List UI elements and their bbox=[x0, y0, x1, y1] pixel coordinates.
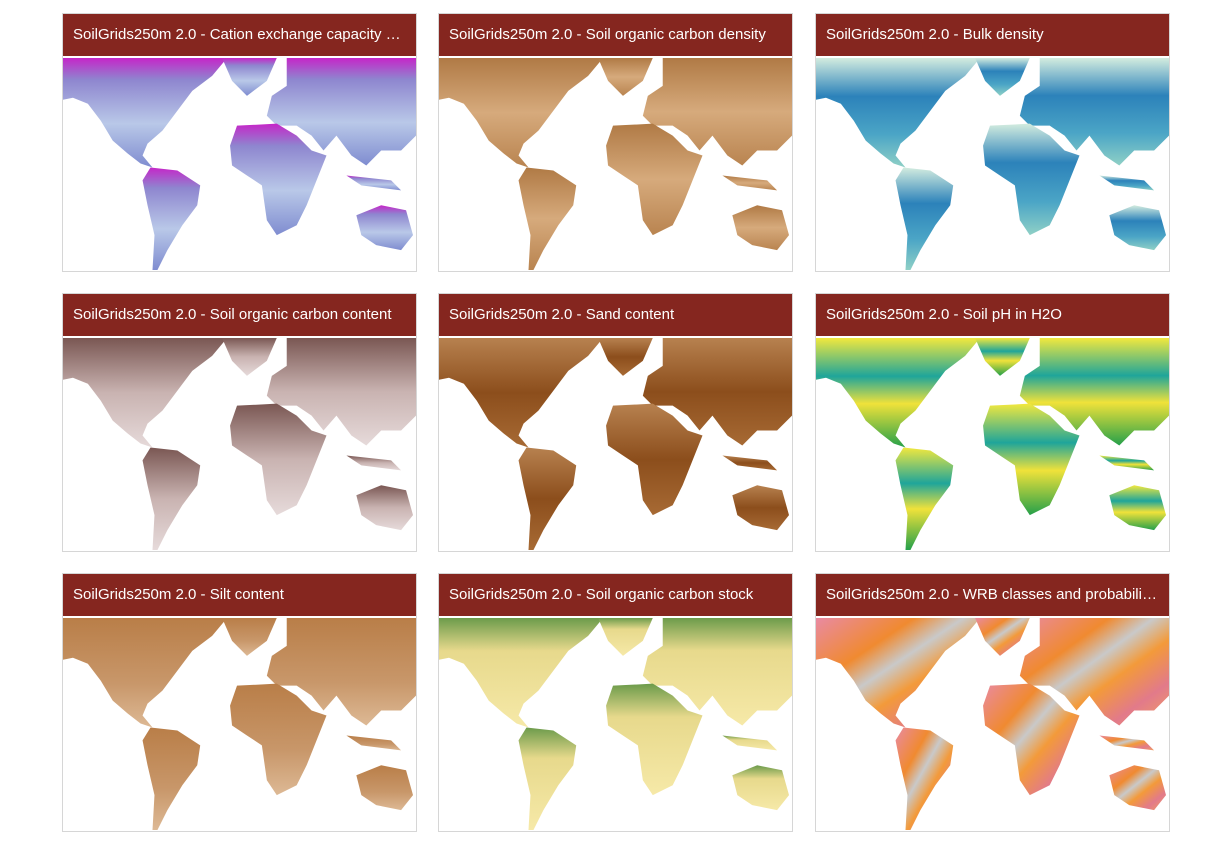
map-card[interactable]: SoilGrids250m 2.0 - Soil organic carbon … bbox=[62, 293, 417, 552]
card-title: SoilGrids250m 2.0 - Bulk density bbox=[816, 14, 1169, 56]
world-map bbox=[439, 58, 792, 270]
map-card[interactable]: SoilGrids250m 2.0 - WRB classes and prob… bbox=[815, 573, 1170, 832]
map-image bbox=[439, 336, 792, 551]
map-image bbox=[439, 616, 792, 831]
world-map bbox=[439, 338, 792, 550]
card-title: SoilGrids250m 2.0 - Soil pH in H2O bbox=[816, 294, 1169, 336]
map-card[interactable]: SoilGrids250m 2.0 - Soil pH in H2O bbox=[815, 293, 1170, 552]
map-image bbox=[63, 616, 416, 831]
map-card[interactable]: SoilGrids250m 2.0 - Soil organic carbon … bbox=[438, 573, 793, 832]
world-map bbox=[439, 618, 792, 830]
card-title: SoilGrids250m 2.0 - WRB classes and prob… bbox=[816, 574, 1169, 616]
world-map bbox=[63, 338, 416, 550]
map-image bbox=[816, 56, 1169, 271]
card-title: SoilGrids250m 2.0 - Soil organic carbon … bbox=[439, 14, 792, 56]
map-card[interactable]: SoilGrids250m 2.0 - Bulk density bbox=[815, 13, 1170, 272]
map-card[interactable]: SoilGrids250m 2.0 - Soil organic carbon … bbox=[438, 13, 793, 272]
world-map bbox=[63, 618, 416, 830]
card-title: SoilGrids250m 2.0 - Soil organic carbon … bbox=[63, 294, 416, 336]
world-map bbox=[816, 618, 1169, 830]
world-map bbox=[816, 58, 1169, 270]
map-card[interactable]: SoilGrids250m 2.0 - Cation exchange capa… bbox=[62, 13, 417, 272]
map-image bbox=[439, 56, 792, 271]
card-title: SoilGrids250m 2.0 - Sand content bbox=[439, 294, 792, 336]
map-image bbox=[63, 56, 416, 271]
map-image bbox=[816, 336, 1169, 551]
map-image bbox=[63, 336, 416, 551]
card-title: SoilGrids250m 2.0 - Silt content bbox=[63, 574, 416, 616]
card-title: SoilGrids250m 2.0 - Soil organic carbon … bbox=[439, 574, 792, 616]
world-map bbox=[63, 58, 416, 270]
map-card[interactable]: SoilGrids250m 2.0 - Silt content bbox=[62, 573, 417, 832]
map-image bbox=[816, 616, 1169, 831]
map-card[interactable]: SoilGrids250m 2.0 - Sand content bbox=[438, 293, 793, 552]
card-title: SoilGrids250m 2.0 - Cation exchange capa… bbox=[63, 14, 416, 56]
world-map bbox=[816, 338, 1169, 550]
